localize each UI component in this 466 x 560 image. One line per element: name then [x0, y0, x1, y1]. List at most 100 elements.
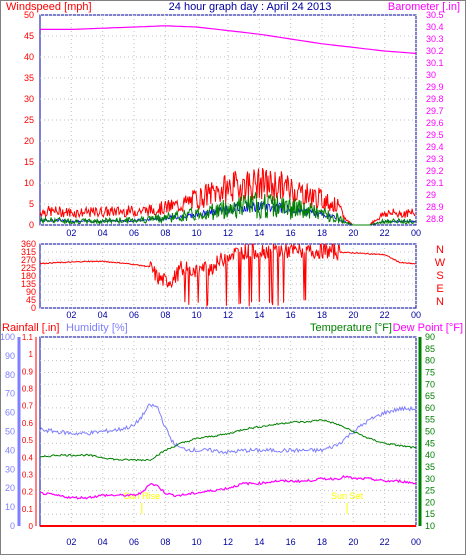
- barometer-tick-label: 29: [426, 190, 436, 200]
- windspeed-tick-label: 35: [24, 73, 34, 83]
- humidity-axis-title: Humidity [%]: [66, 322, 128, 334]
- wind-chart: 02 04 06 08 10 12 14 16 18 20 22 000510152025303540…: [24, 10, 444, 238]
- barometer-tick-label: 30.3: [426, 34, 444, 44]
- direction-x-tick-label: 16: [286, 310, 296, 320]
- humidity-tick-label: 40: [5, 445, 15, 455]
- humidity-x-tick-label: 08: [160, 537, 170, 547]
- direction-x-tick-label: 08: [160, 310, 170, 320]
- wind-x-tick-label: 06: [129, 228, 139, 238]
- temperature-tick-label: 80: [425, 356, 435, 366]
- dewpoint-line: [39, 474, 417, 500]
- direction-x-tick-label: 22: [380, 310, 390, 320]
- dewpoint-axis-title: Dew Point [°F]: [393, 322, 463, 334]
- humidity-temperature-chart: 02 04 06 08 10 12 14 16 18 20 22 001015202530354045…: [0, 332, 435, 547]
- direction-tick-label: 135: [21, 279, 36, 289]
- windspeed-tick-label: 50: [24, 10, 34, 20]
- compass-label: W: [435, 257, 446, 269]
- temperature-tick-label: 85: [425, 344, 435, 354]
- humidity-x-tick-label: 20: [348, 537, 358, 547]
- direction-x-tick-label: 12: [223, 310, 233, 320]
- rainfall-tick-label: 0.6: [22, 419, 34, 428]
- direction-tick-label: 270: [21, 255, 36, 265]
- windspeed-tick-label: 10: [24, 178, 34, 188]
- sun-event-label: Sun Set: [331, 491, 364, 501]
- humidity-tick-label: 0: [10, 521, 15, 531]
- barometer-tick-label: 29.5: [426, 130, 444, 140]
- windspeed-tick-label: 25: [24, 115, 34, 125]
- direction-x-tick-label: 20: [348, 310, 358, 320]
- barometer-tick-label: 30.2: [426, 46, 444, 56]
- rainfall-tick-label: 0.7: [22, 402, 34, 411]
- sun-event-label: Sun Rise: [124, 491, 161, 501]
- humidity-tick-label: 80: [5, 370, 15, 380]
- windspeed-tick-label: 5: [29, 199, 34, 209]
- barometer-tick-label: 30: [426, 70, 436, 80]
- humidity-tick-label: 90: [5, 351, 15, 361]
- rainfall-tick-label: 0: [29, 522, 34, 531]
- humidity-tick-label: 20: [5, 483, 15, 493]
- humidity-tick-label: 50: [5, 427, 15, 437]
- rainfall-tick-label: 0.3: [22, 470, 34, 479]
- wind-x-tick-label: 08: [160, 228, 170, 238]
- temperature-tick-label: 65: [425, 391, 435, 401]
- humidity-x-tick-label: 18: [317, 537, 327, 547]
- humidity-x-tick-label: 04: [98, 537, 108, 547]
- humidity-tick-label: 10: [5, 502, 15, 512]
- temperature-tick-label: 55: [425, 415, 435, 425]
- humidity-x-tick-label: 14: [254, 537, 264, 547]
- direction-tick-label: 0: [31, 303, 36, 313]
- humidity-x-tick-label: 10: [192, 537, 202, 547]
- temperature-tick-label: 35: [425, 462, 435, 472]
- temperature-tick-label: 25: [425, 486, 435, 496]
- barometer-tick-label: 28.9: [426, 202, 444, 212]
- wind-x-tick-label: 22: [380, 228, 390, 238]
- barometer-tick-label: 28.8: [426, 214, 444, 224]
- direction-x-tick-label: 14: [254, 310, 264, 320]
- barometer-line: [40, 25, 417, 54]
- humidity-tick-label: 100: [0, 332, 15, 342]
- direction-tick-label: 225: [21, 263, 36, 273]
- rainfall-tick-label: 0.1: [22, 505, 34, 514]
- direction-x-tick-label: 00: [411, 310, 421, 320]
- barometer-tick-label: 30.5: [426, 10, 444, 20]
- barometer-tick-label: 29.3: [426, 154, 444, 164]
- windspeed-tick-label: 20: [24, 136, 34, 146]
- compass-label: E: [436, 283, 443, 295]
- humidity-x-tick-label: 22: [380, 537, 390, 547]
- compass-label: S: [436, 270, 443, 282]
- direction-tick-label: 315: [21, 247, 36, 257]
- temperature-tick-label: 90: [425, 332, 435, 342]
- barometer-tick-label: 29.6: [426, 118, 444, 128]
- windspeed-tick-label: 40: [24, 52, 34, 62]
- compass-label: N: [436, 296, 444, 308]
- direction-x-tick-label: 10: [192, 310, 202, 320]
- barometer-tick-label: 30.4: [426, 22, 444, 32]
- direction-chart: 02 04 06 08 10 12 14 16 18 20 22 000459013518022527…: [21, 239, 446, 320]
- barometer-tick-label: 29.1: [426, 178, 444, 188]
- direction-tick-label: 360: [21, 239, 36, 249]
- temperature-tick-label: 40: [425, 450, 435, 460]
- wind-x-tick-label: 04: [98, 228, 108, 238]
- windspeed-tick-label: 15: [24, 157, 34, 167]
- rainfall-tick-label: 1: [29, 350, 34, 359]
- wind-x-tick-label: 00: [411, 228, 421, 238]
- wind-x-tick-label: 12: [223, 228, 233, 238]
- rainfall-axis-title: Rainfall [.in]: [2, 322, 59, 334]
- windspeed-tick-label: 30: [24, 94, 34, 104]
- direction-tick-label: 90: [26, 287, 36, 297]
- rainfall-tick-label: 1.1: [22, 333, 34, 342]
- direction-tick-label: 180: [21, 271, 36, 281]
- barometer-tick-label: 29.7: [426, 106, 444, 116]
- wind-x-tick-label: 02: [66, 228, 76, 238]
- windspeed-axis-title: Windspeed [mph]: [6, 1, 92, 13]
- temperature-tick-label: 45: [425, 438, 435, 448]
- humidity-x-tick-label: 00: [411, 537, 421, 547]
- windspeed-tick-label: 45: [24, 31, 34, 41]
- temperature-tick-label: 50: [425, 427, 435, 437]
- humidity-tick-label: 70: [5, 389, 15, 399]
- barometer-axis-title: Barometer [.in]: [388, 1, 460, 13]
- rainfall-tick-label: 0.8: [22, 385, 34, 394]
- rainfall-tick-label: 0.2: [22, 488, 34, 497]
- humidity-x-tick-label: 06: [129, 537, 139, 547]
